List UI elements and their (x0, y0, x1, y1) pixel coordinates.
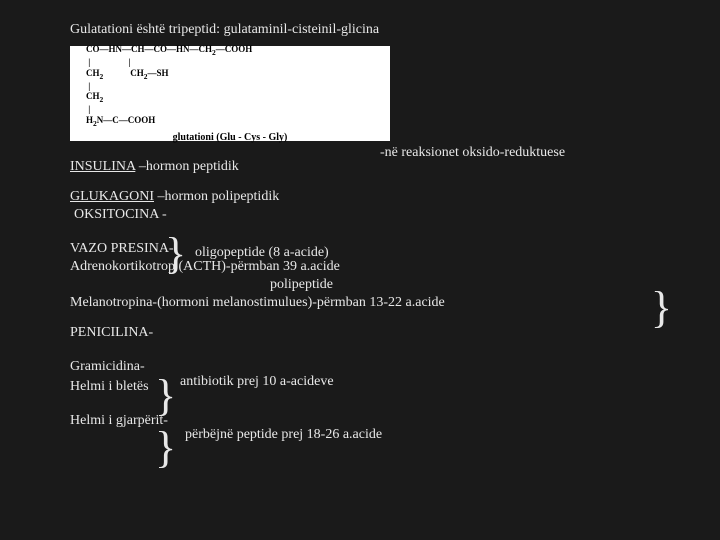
helmi-gjarperit-line: Helmi i gjarpërit- (70, 413, 680, 429)
brace-icon: } (155, 430, 176, 465)
penicilina-line: PENICILINA- (70, 325, 680, 341)
oksitocina-line: OKSITOCINA - (74, 207, 680, 223)
melanotropina-line: Melanotropina-(hormoni melanostimulues)-… (70, 295, 680, 311)
perbejne-line: përbëjnë peptide prej 18-26 a.acide (185, 427, 382, 443)
insulina-line: INSULINA –hormon peptidik (70, 159, 680, 175)
helmi-bletes-line: Helmi i bletës (70, 379, 680, 395)
title-line: Gulatationi është tripeptid: gulataminil… (70, 22, 680, 38)
formula-structure: CO—HN—CH—CO—HN—CH2—COOH | | CH2 CH2—SH |… (86, 44, 374, 128)
gramicidina-line: Gramicidina- (70, 359, 680, 375)
vazo-line: VAZO PRESINA- (70, 241, 680, 257)
formula-label: glutationi (Glu - Cys - Gly) (173, 132, 288, 143)
polipeptide-line: polipeptide (270, 277, 680, 293)
glukagoni-line: GLUKAGONI –hormon polipeptidik (70, 189, 680, 205)
formula-image: CO—HN—CH—CO—HN—CH2—COOH | | CH2 CH2—SH |… (70, 46, 390, 141)
acth-line: Adrenokortikotrop (ACTH)-përmban 39 a.ac… (70, 259, 680, 275)
glukagoni-name: GLUKAGONI (70, 189, 154, 204)
insulina-desc: –hormon peptidik (135, 159, 238, 174)
insulina-name: INSULINA (70, 159, 135, 174)
glukagoni-desc: –hormon polipeptidik (154, 189, 279, 204)
brace-icon: } (651, 290, 672, 325)
